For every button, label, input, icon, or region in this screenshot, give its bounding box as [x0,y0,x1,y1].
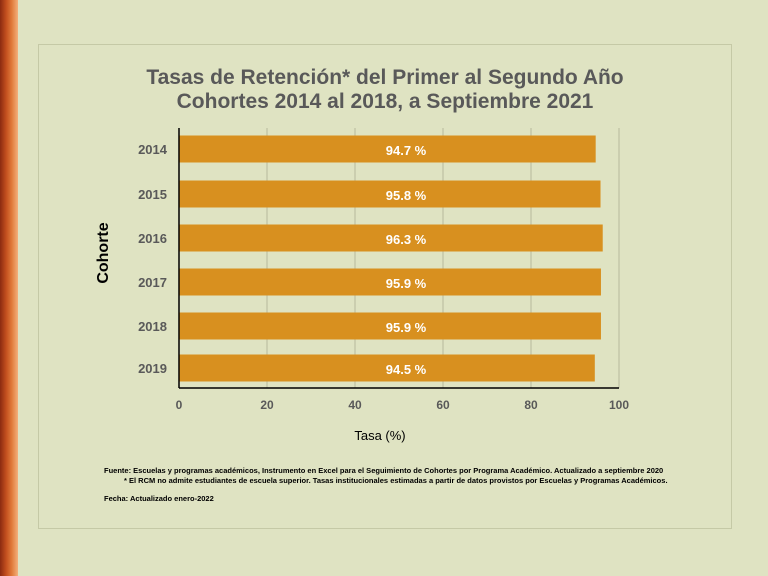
x-tick-label: 100 [609,398,629,412]
x-tick-label: 20 [260,398,274,412]
data-label: 95.9 % [386,276,427,291]
x-tick-label: 80 [524,398,538,412]
bar [179,224,603,252]
bar [179,268,601,296]
footnote: * El RCM no admite estudiantes de escuel… [124,476,668,485]
y-tick-label: 2015 [138,187,167,202]
x-tick-label: 40 [348,398,362,412]
y-tick-label: 2016 [138,231,167,246]
y-tick-label: 2014 [138,142,168,157]
data-label: 95.9 % [386,320,427,335]
chart-subtitle: Cohortes 2014 al 2018, a Septiembre 2021 [176,90,594,113]
data-label: 94.5 % [386,362,427,377]
data-label: 94.7 % [386,143,427,158]
x-axis-label: Tasa (%) [354,428,406,443]
source-note: Fuente: Escuelas y programas académicos,… [104,466,664,475]
y-tick-label: 2018 [138,319,167,334]
bar [179,354,595,382]
bar [179,312,601,340]
update-date: Fecha: Actualizado enero-2022 [104,494,214,503]
y-tick-label: 2019 [138,361,167,376]
bar [179,135,596,163]
bar [179,180,601,208]
chart-title: Tasas de Retención* del Primer al Segund… [146,66,624,89]
chart-panel [38,44,732,529]
x-tick-label: 0 [176,398,183,412]
y-tick-label: 2017 [138,275,167,290]
chart-notes: Fuente: Escuelas y programas académicos,… [104,466,704,504]
x-tick-label: 60 [436,398,450,412]
data-label: 96.3 % [386,232,427,247]
decorative-side-strip [0,0,18,576]
data-label: 95.8 % [386,188,427,203]
